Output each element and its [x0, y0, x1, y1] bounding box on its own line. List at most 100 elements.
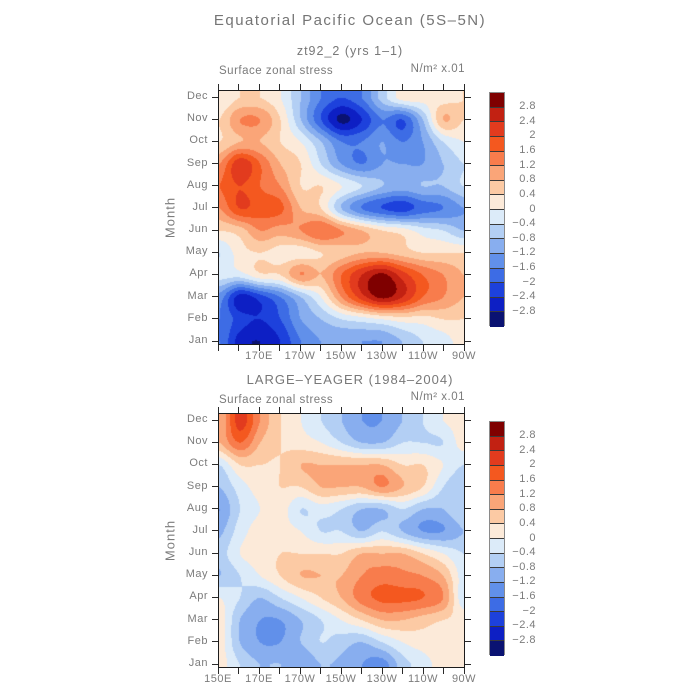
chart2-title: LARGE–YEAGER (1984–2004)	[246, 372, 454, 387]
chart1-x-tick-label: 110W	[408, 350, 438, 362]
chart2-y-tick	[465, 641, 471, 643]
chart2-month-label: May	[185, 568, 208, 581]
chart1-x-tick	[299, 345, 301, 351]
chart2-month-label: Jul	[192, 523, 208, 536]
chart1-colorbar-cell	[490, 253, 504, 269]
chart1-x-tick-label: 170W	[284, 350, 316, 362]
chart1-colorbar-cell	[490, 136, 504, 152]
chart1-colorbar-cell	[490, 195, 504, 210]
chart1-x-tick	[361, 84, 362, 90]
chart1-colorbar	[489, 92, 505, 327]
chart2-y-tick	[465, 530, 471, 532]
chart1-x-tick	[320, 345, 321, 351]
chart2-colorbar-cell	[490, 612, 504, 627]
chart2-colorbar-label: −0.8	[512, 560, 536, 573]
chart2-y-tick	[212, 552, 218, 554]
chart2-x-tick-label: 170E	[245, 673, 273, 685]
chart1-month-label: Apr	[189, 267, 208, 280]
chart2-colorbar-cell	[490, 509, 504, 525]
chart1-colorbar-label: 0.8	[519, 173, 536, 186]
chart1-x-tick	[463, 345, 465, 351]
chart1-x-tick	[217, 345, 219, 351]
chart2-month-label: Jan	[188, 657, 208, 669]
chart2-x-tick	[299, 407, 301, 413]
chart2-x-tick	[299, 668, 301, 674]
chart1-month-label: May	[185, 245, 208, 258]
chart2-y-tick	[465, 419, 471, 421]
chart1-month-label: Jan	[188, 334, 208, 346]
chart1-month-label: Mar	[187, 289, 208, 302]
chart2-y-tick	[465, 574, 471, 576]
chart1-colorbar-label: 0	[529, 202, 536, 215]
chart1-colorbar-label: 1.6	[519, 144, 536, 156]
chart2-colorbar-cell	[490, 568, 504, 583]
chart1-x-tick	[340, 84, 342, 90]
chart1-month-label: Sep	[186, 156, 208, 169]
chart2-colorbar-label: 2.8	[519, 429, 536, 442]
chart1-x-tick	[443, 345, 444, 351]
chart2-colorbar-cell	[490, 480, 504, 496]
chart2-colorbar-cell	[490, 465, 504, 481]
chart1-colorbar-cell	[490, 151, 504, 167]
chart2-colorbar-label: −0.4	[512, 546, 536, 559]
chart1-month-label: Jun	[188, 223, 208, 236]
chart1-y-tick	[465, 340, 471, 342]
chart2-units-label: N/m² x.01	[410, 391, 465, 403]
chart2-plot-area	[218, 413, 465, 668]
chart1-colorbar-label: 2.8	[519, 100, 536, 113]
chart2-colorbar-label: 1.2	[519, 487, 536, 500]
chart2-colorbar-cell	[490, 597, 504, 613]
chart1-colorbar-label: −0.4	[512, 217, 536, 230]
chart1-colorbar-cell	[490, 180, 504, 196]
chart2-x-tick	[361, 668, 362, 674]
chart1-y-tick	[212, 296, 218, 298]
chart1-x-tick	[279, 345, 280, 351]
chart2-x-tick	[463, 407, 465, 413]
chart2-y-tick	[465, 441, 471, 443]
chart2-contour-canvas	[219, 414, 464, 667]
chart1-x-tick-label: 90W	[451, 350, 477, 362]
chart1-y-tick	[212, 185, 218, 187]
chart1-month-label: Aug	[186, 178, 208, 191]
chart2-month-label: Oct	[189, 457, 208, 470]
chart2-x-tick	[443, 407, 444, 413]
chart2-colorbar-cell	[490, 626, 504, 642]
chart2-x-tick	[238, 407, 239, 413]
chart1-contour-canvas	[219, 91, 464, 344]
chart2-y-tick	[212, 574, 218, 576]
chart1-y-tick	[465, 96, 471, 98]
chart2-colorbar-cell	[490, 553, 504, 569]
chart2-y-tick	[212, 530, 218, 532]
chart1-month-label: Jul	[192, 200, 208, 213]
chart2-x-tick	[320, 407, 321, 413]
chart1-x-tick	[299, 84, 301, 90]
chart1-x-tick	[381, 84, 383, 90]
chart1-x-tick	[402, 84, 403, 90]
chart1-plot-area	[218, 90, 465, 345]
chart1-x-tick-label: 150W	[325, 350, 357, 362]
chart2-x-tick	[258, 407, 260, 413]
chart1-y-tick	[465, 140, 471, 142]
chart2-colorbar-label: −1.2	[512, 575, 536, 588]
chart1-x-tick	[340, 345, 342, 351]
chart1-y-tick	[212, 340, 218, 342]
chart1-x-tick-label: 170E	[245, 350, 273, 362]
chart1-colorbar-cell	[490, 166, 504, 181]
chart1-colorbar-cell	[490, 268, 504, 284]
chart2-x-tick-label: 150W	[325, 673, 357, 685]
chart2-y-tick	[212, 441, 218, 443]
chart1-x-tick	[422, 84, 424, 90]
chart1-colorbar-cell	[490, 312, 504, 327]
chart1-colorbar-cell	[490, 297, 504, 313]
chart2-x-tick	[402, 407, 403, 413]
chart2-x-tick	[279, 407, 280, 413]
chart2-colorbar-label: −1.6	[512, 590, 536, 602]
chart2-y-tick	[465, 486, 471, 488]
chart2-colorbar-label: −2.8	[512, 633, 536, 646]
chart1-y-tick	[212, 140, 218, 142]
chart1-x-tick	[238, 345, 239, 351]
chart1-field-label: Surface zonal stress	[219, 65, 334, 77]
chart1-colorbar-label: −1.6	[512, 261, 536, 273]
chart2-colorbar-label: −2.4	[512, 619, 536, 632]
